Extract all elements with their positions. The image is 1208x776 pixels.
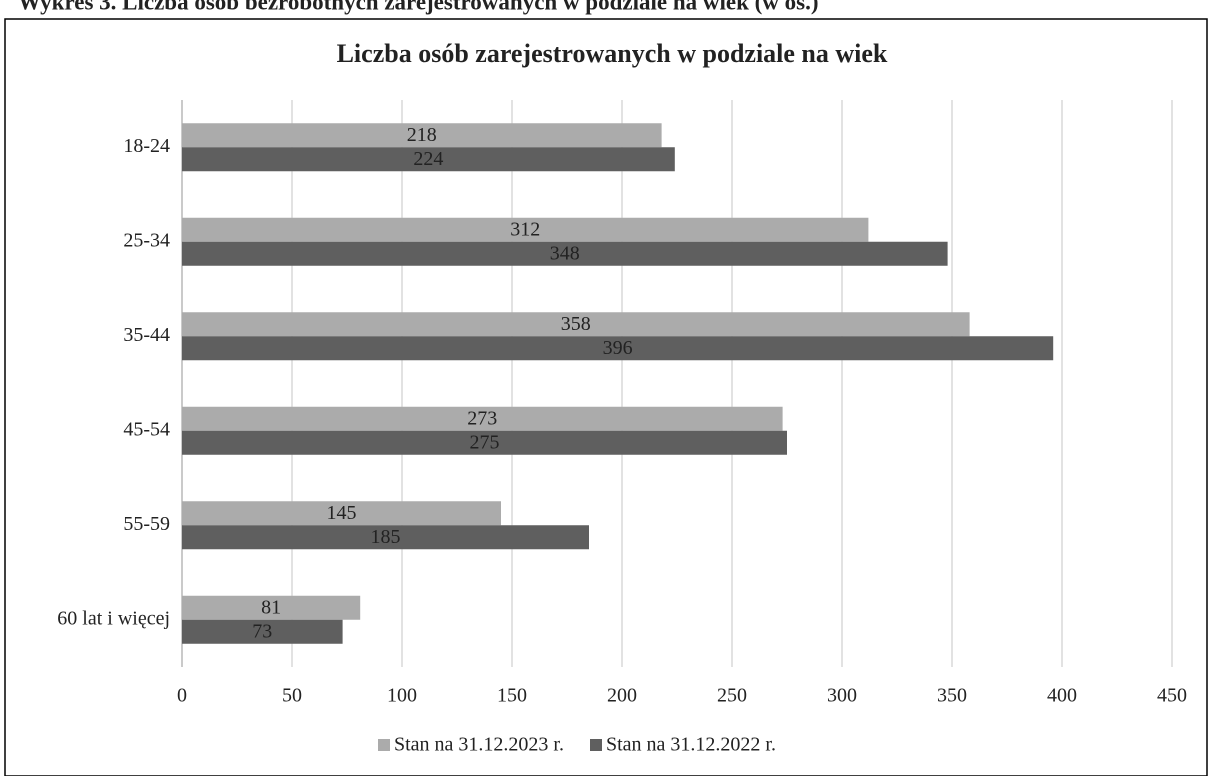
bar xyxy=(182,123,662,148)
y-tick-label: 25-34 xyxy=(123,229,170,251)
value-label: 81 xyxy=(261,596,281,618)
value-label: 145 xyxy=(327,502,357,524)
bar xyxy=(182,501,501,526)
value-label: 73 xyxy=(252,620,272,642)
bar xyxy=(182,525,589,550)
y-tick-label: 60 lat i więcej xyxy=(57,607,170,629)
bar xyxy=(182,241,948,266)
value-label: 348 xyxy=(550,242,580,264)
x-tick-label: 100 xyxy=(387,685,417,707)
value-label: 273 xyxy=(467,407,497,429)
bar xyxy=(182,312,970,337)
y-tick-label: 18-24 xyxy=(123,135,170,157)
bar xyxy=(182,336,1054,361)
x-tick-label: 200 xyxy=(607,685,637,707)
value-label: 218 xyxy=(407,124,437,146)
value-label: 185 xyxy=(371,526,401,548)
x-tick-label: 400 xyxy=(1047,685,1077,707)
y-tick-label: 55-59 xyxy=(123,513,170,535)
legend-label: Stan na 31.12.2022 r. xyxy=(606,734,776,756)
legend-swatch xyxy=(378,739,390,751)
chart-title: Liczba osób zarejestrowanych w podziale … xyxy=(337,39,888,68)
value-label: 396 xyxy=(603,337,633,359)
y-tick-label: 35-44 xyxy=(123,324,170,346)
y-tick-label: 45-54 xyxy=(123,418,170,440)
bar xyxy=(182,595,361,620)
bar xyxy=(182,217,869,242)
x-tick-label: 300 xyxy=(827,685,857,707)
x-tick-label: 150 xyxy=(497,685,527,707)
value-label: 312 xyxy=(510,218,540,240)
x-tick-label: 450 xyxy=(1157,685,1187,707)
legend-swatch xyxy=(590,739,602,751)
bar xyxy=(182,619,343,644)
x-tick-label: 50 xyxy=(282,685,302,707)
bar xyxy=(182,147,675,172)
value-label: 275 xyxy=(470,431,500,453)
value-label: 224 xyxy=(413,148,443,170)
chart-border xyxy=(4,18,1208,776)
value-label: 358 xyxy=(561,313,591,335)
bar xyxy=(182,430,787,455)
legend-label: Stan na 31.12.2023 r. xyxy=(394,734,564,756)
figure-heading: Wykres 3. Liczba osób bezrobotnych zarej… xyxy=(18,0,819,14)
x-tick-label: 350 xyxy=(937,685,967,707)
x-tick-label: 250 xyxy=(717,685,747,707)
x-tick-label: 0 xyxy=(177,685,187,707)
bar xyxy=(182,406,783,431)
